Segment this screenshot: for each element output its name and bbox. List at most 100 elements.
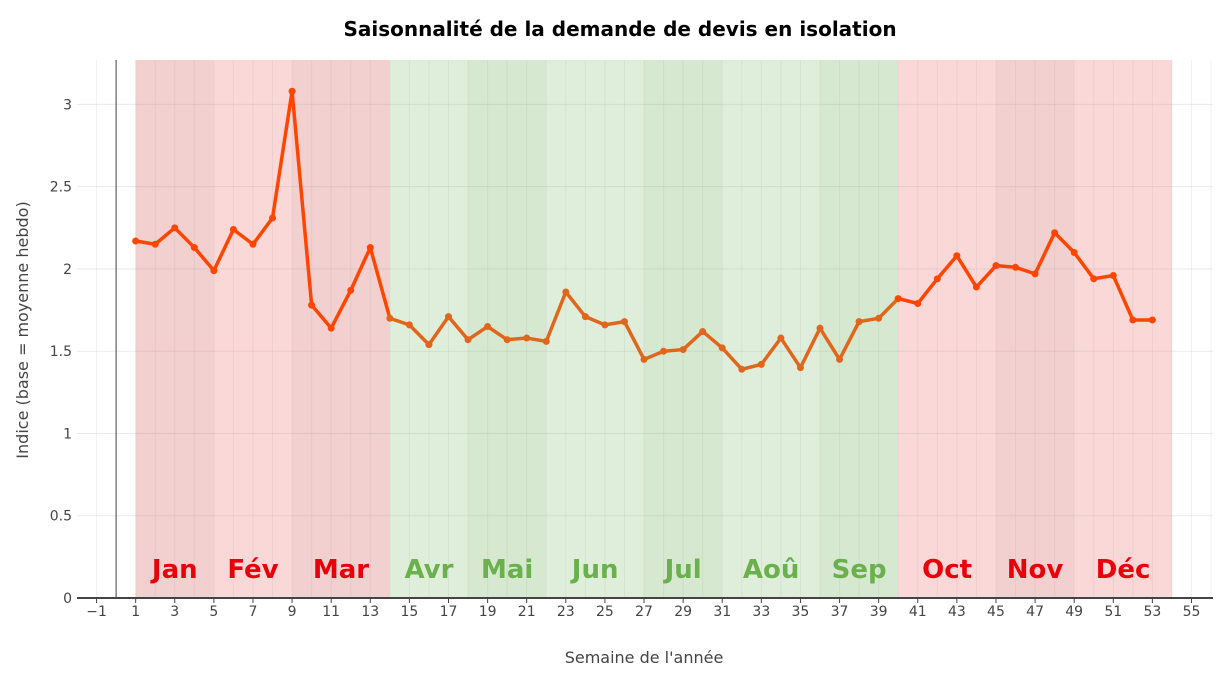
line-segment <box>798 326 822 370</box>
line-segment <box>1033 231 1057 276</box>
line-segment <box>348 245 373 293</box>
chart-title: Saisonnalité de la demande de devis en i… <box>343 17 896 41</box>
month-band-9 <box>898 60 996 598</box>
data-point <box>484 323 492 331</box>
data-point <box>894 295 902 303</box>
x-tick-label: 25 <box>596 604 614 620</box>
x-tick-label: 29 <box>674 604 692 620</box>
data-point <box>308 301 316 309</box>
line-segment <box>485 324 509 342</box>
month-label: Jul <box>663 555 702 585</box>
data-point <box>347 286 355 294</box>
line-segment <box>642 349 666 362</box>
line-segment <box>1052 231 1076 255</box>
month-label: Jun <box>570 555 619 585</box>
data-point <box>581 313 589 321</box>
x-tick-label: 7 <box>249 604 258 620</box>
line-segment <box>564 290 588 319</box>
x-tick-label: 21 <box>518 604 536 620</box>
x-tick-label: 45 <box>987 604 1005 620</box>
line-segment <box>231 227 255 247</box>
x-tick-label: 43 <box>948 604 966 620</box>
line-segment <box>466 324 490 342</box>
month-label: Avr <box>404 555 453 585</box>
data-point <box>151 240 159 248</box>
month-band-7 <box>722 60 820 598</box>
month-band-3 <box>389 60 469 598</box>
data-point <box>660 347 668 355</box>
data-point <box>405 321 413 329</box>
line-segment <box>681 329 705 352</box>
y-tick-label: 3 <box>63 97 72 113</box>
x-tick-label: 33 <box>752 604 770 620</box>
data-point <box>1090 275 1098 283</box>
month-band-10 <box>995 60 1075 598</box>
data-point <box>269 214 277 222</box>
line-segment <box>1111 273 1135 322</box>
data-point <box>718 344 726 352</box>
data-point <box>601 321 609 329</box>
data-point <box>366 244 374 252</box>
y-tick-label: 2 <box>63 262 72 278</box>
data-point <box>914 299 922 307</box>
data-point <box>620 318 628 326</box>
month-label: Mai <box>481 555 533 585</box>
data-point <box>229 225 237 233</box>
data-point <box>523 334 531 342</box>
month-label: Déc <box>1096 555 1151 585</box>
line-segment <box>427 314 451 347</box>
y-tick-label: 1 <box>63 426 72 442</box>
data-point <box>953 252 961 260</box>
x-tick-label: 17 <box>440 604 458 620</box>
data-point <box>1012 263 1020 271</box>
line-segment <box>974 263 998 289</box>
data-point <box>1031 270 1039 278</box>
line-segment <box>446 314 470 342</box>
x-tick-label: 35 <box>792 604 810 620</box>
x-tick-label: 9 <box>288 604 297 620</box>
line-segment <box>212 227 236 273</box>
x-tick-label: 31 <box>713 604 731 620</box>
data-point <box>836 355 844 363</box>
data-point <box>444 313 452 321</box>
x-tick-label: 13 <box>361 604 379 620</box>
data-point <box>386 314 394 322</box>
data-point <box>816 324 824 332</box>
data-point <box>542 337 550 345</box>
x-tick-label: 47 <box>1026 604 1044 620</box>
x-axis-label: Semaine de l'année <box>565 648 724 667</box>
line-segment <box>955 254 979 289</box>
data-point <box>738 365 746 373</box>
data-point <box>875 314 883 322</box>
month-band-11 <box>1074 60 1172 598</box>
month-band-2 <box>292 60 390 598</box>
data-point <box>327 324 335 332</box>
data-point <box>288 87 296 95</box>
data-point <box>171 224 179 232</box>
x-tick-label: 39 <box>870 604 888 620</box>
data-point <box>1051 229 1059 237</box>
month-label: Oct <box>922 555 972 585</box>
line-segment <box>329 288 353 330</box>
line-segment <box>935 254 959 281</box>
line-segment <box>309 303 333 330</box>
data-point <box>1070 248 1078 256</box>
month-band-6 <box>644 60 723 598</box>
data-point <box>757 360 765 368</box>
x-tick-label: 5 <box>209 604 218 620</box>
x-tick-label: 23 <box>557 604 575 620</box>
line-segment <box>700 329 724 350</box>
line-segment <box>779 336 803 370</box>
x-tick-label: 3 <box>170 604 179 620</box>
x-tick-label: 53 <box>1143 604 1161 620</box>
x-tick-label: 55 <box>1183 604 1201 620</box>
line-segment <box>173 226 197 250</box>
month-band-8 <box>819 60 899 598</box>
x-tick-label: 11 <box>322 604 340 620</box>
month-label: Fév <box>227 555 278 585</box>
y-axis-label: Indice (base = moyenne hebdo) <box>13 201 32 458</box>
month-band-0 <box>135 60 214 598</box>
data-point <box>503 336 511 344</box>
x-tick-label: 27 <box>635 604 653 620</box>
